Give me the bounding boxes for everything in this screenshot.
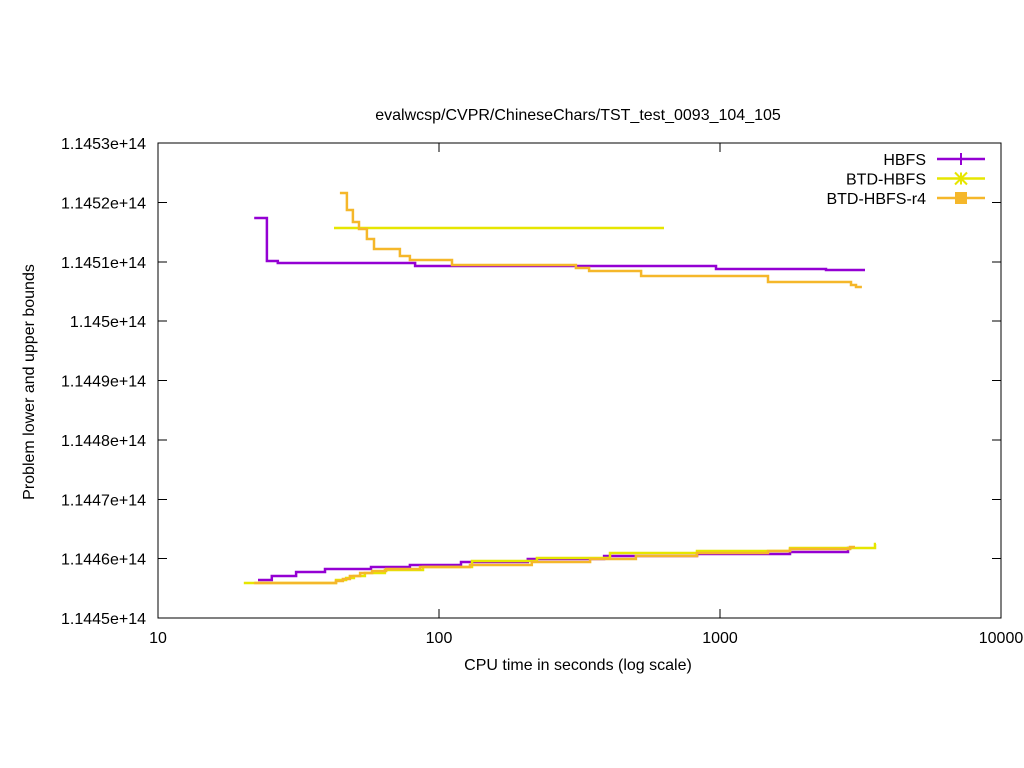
legend: HBFS BTD-HBFS BTD-HBFS-r4 [826, 152, 985, 208]
square-marker-shape [955, 192, 967, 204]
y-tick-label: 1.1453e+14 [61, 136, 146, 153]
hbfs-lower-bound-line [258, 546, 852, 582]
plot-border [157, 142, 1002, 619]
legend-label: HBFS [883, 152, 926, 169]
y-tick-label: 1.1445e+14 [61, 611, 146, 628]
x-tick-label: 10 [149, 630, 167, 647]
plus-marker-icon [955, 153, 967, 165]
y-tick-label: 1.1449e+14 [61, 374, 146, 391]
y-axis-label: Problem lower and upper bounds [21, 264, 38, 500]
x-tick-label: 1000 [702, 630, 738, 647]
plot-series [243, 191, 877, 585]
y-tick-label: 1.1447e+14 [61, 492, 146, 509]
x-tick-label: 100 [426, 630, 453, 647]
x-tick-label: 10000 [979, 630, 1024, 647]
chart-title: evalwcsp/CVPR/ChineseChars/TST_test_0093… [375, 107, 781, 124]
btd-hbfs-r4-lower-bound-line [254, 545, 855, 585]
y-tick-label: 1.1451e+14 [61, 255, 146, 272]
legend-label: BTD-HBFS [846, 172, 926, 189]
legend-entry-btd-hbfs: BTD-HBFS [846, 172, 985, 189]
legend-entry-hbfs: HBFS [883, 152, 985, 169]
btd-hbfs-r4-upper-bound-line [339, 191, 862, 289]
legend-entry-btd-hbfs-r4: BTD-HBFS-r4 [826, 191, 985, 208]
square-marker-icon [955, 192, 967, 204]
x-axis-label: CPU time in seconds (log scale) [464, 657, 692, 674]
marker-stroke [954, 171, 968, 186]
y-tick-label: 1.1452e+14 [61, 195, 146, 212]
legend-label: BTD-HBFS-r4 [826, 191, 926, 208]
asterisk-marker-icon [954, 171, 968, 186]
y-tick-label: 1.1446e+14 [61, 552, 146, 569]
hbfs-upper-bound-line [254, 216, 865, 272]
tick-labels: 1.1445e+14 1.1446e+14 1.1447e+14 1.1448e+14… [61, 136, 1023, 647]
y-tick-label: 1.1448e+14 [61, 433, 146, 450]
y-tick-label: 1.145e+14 [70, 314, 146, 331]
